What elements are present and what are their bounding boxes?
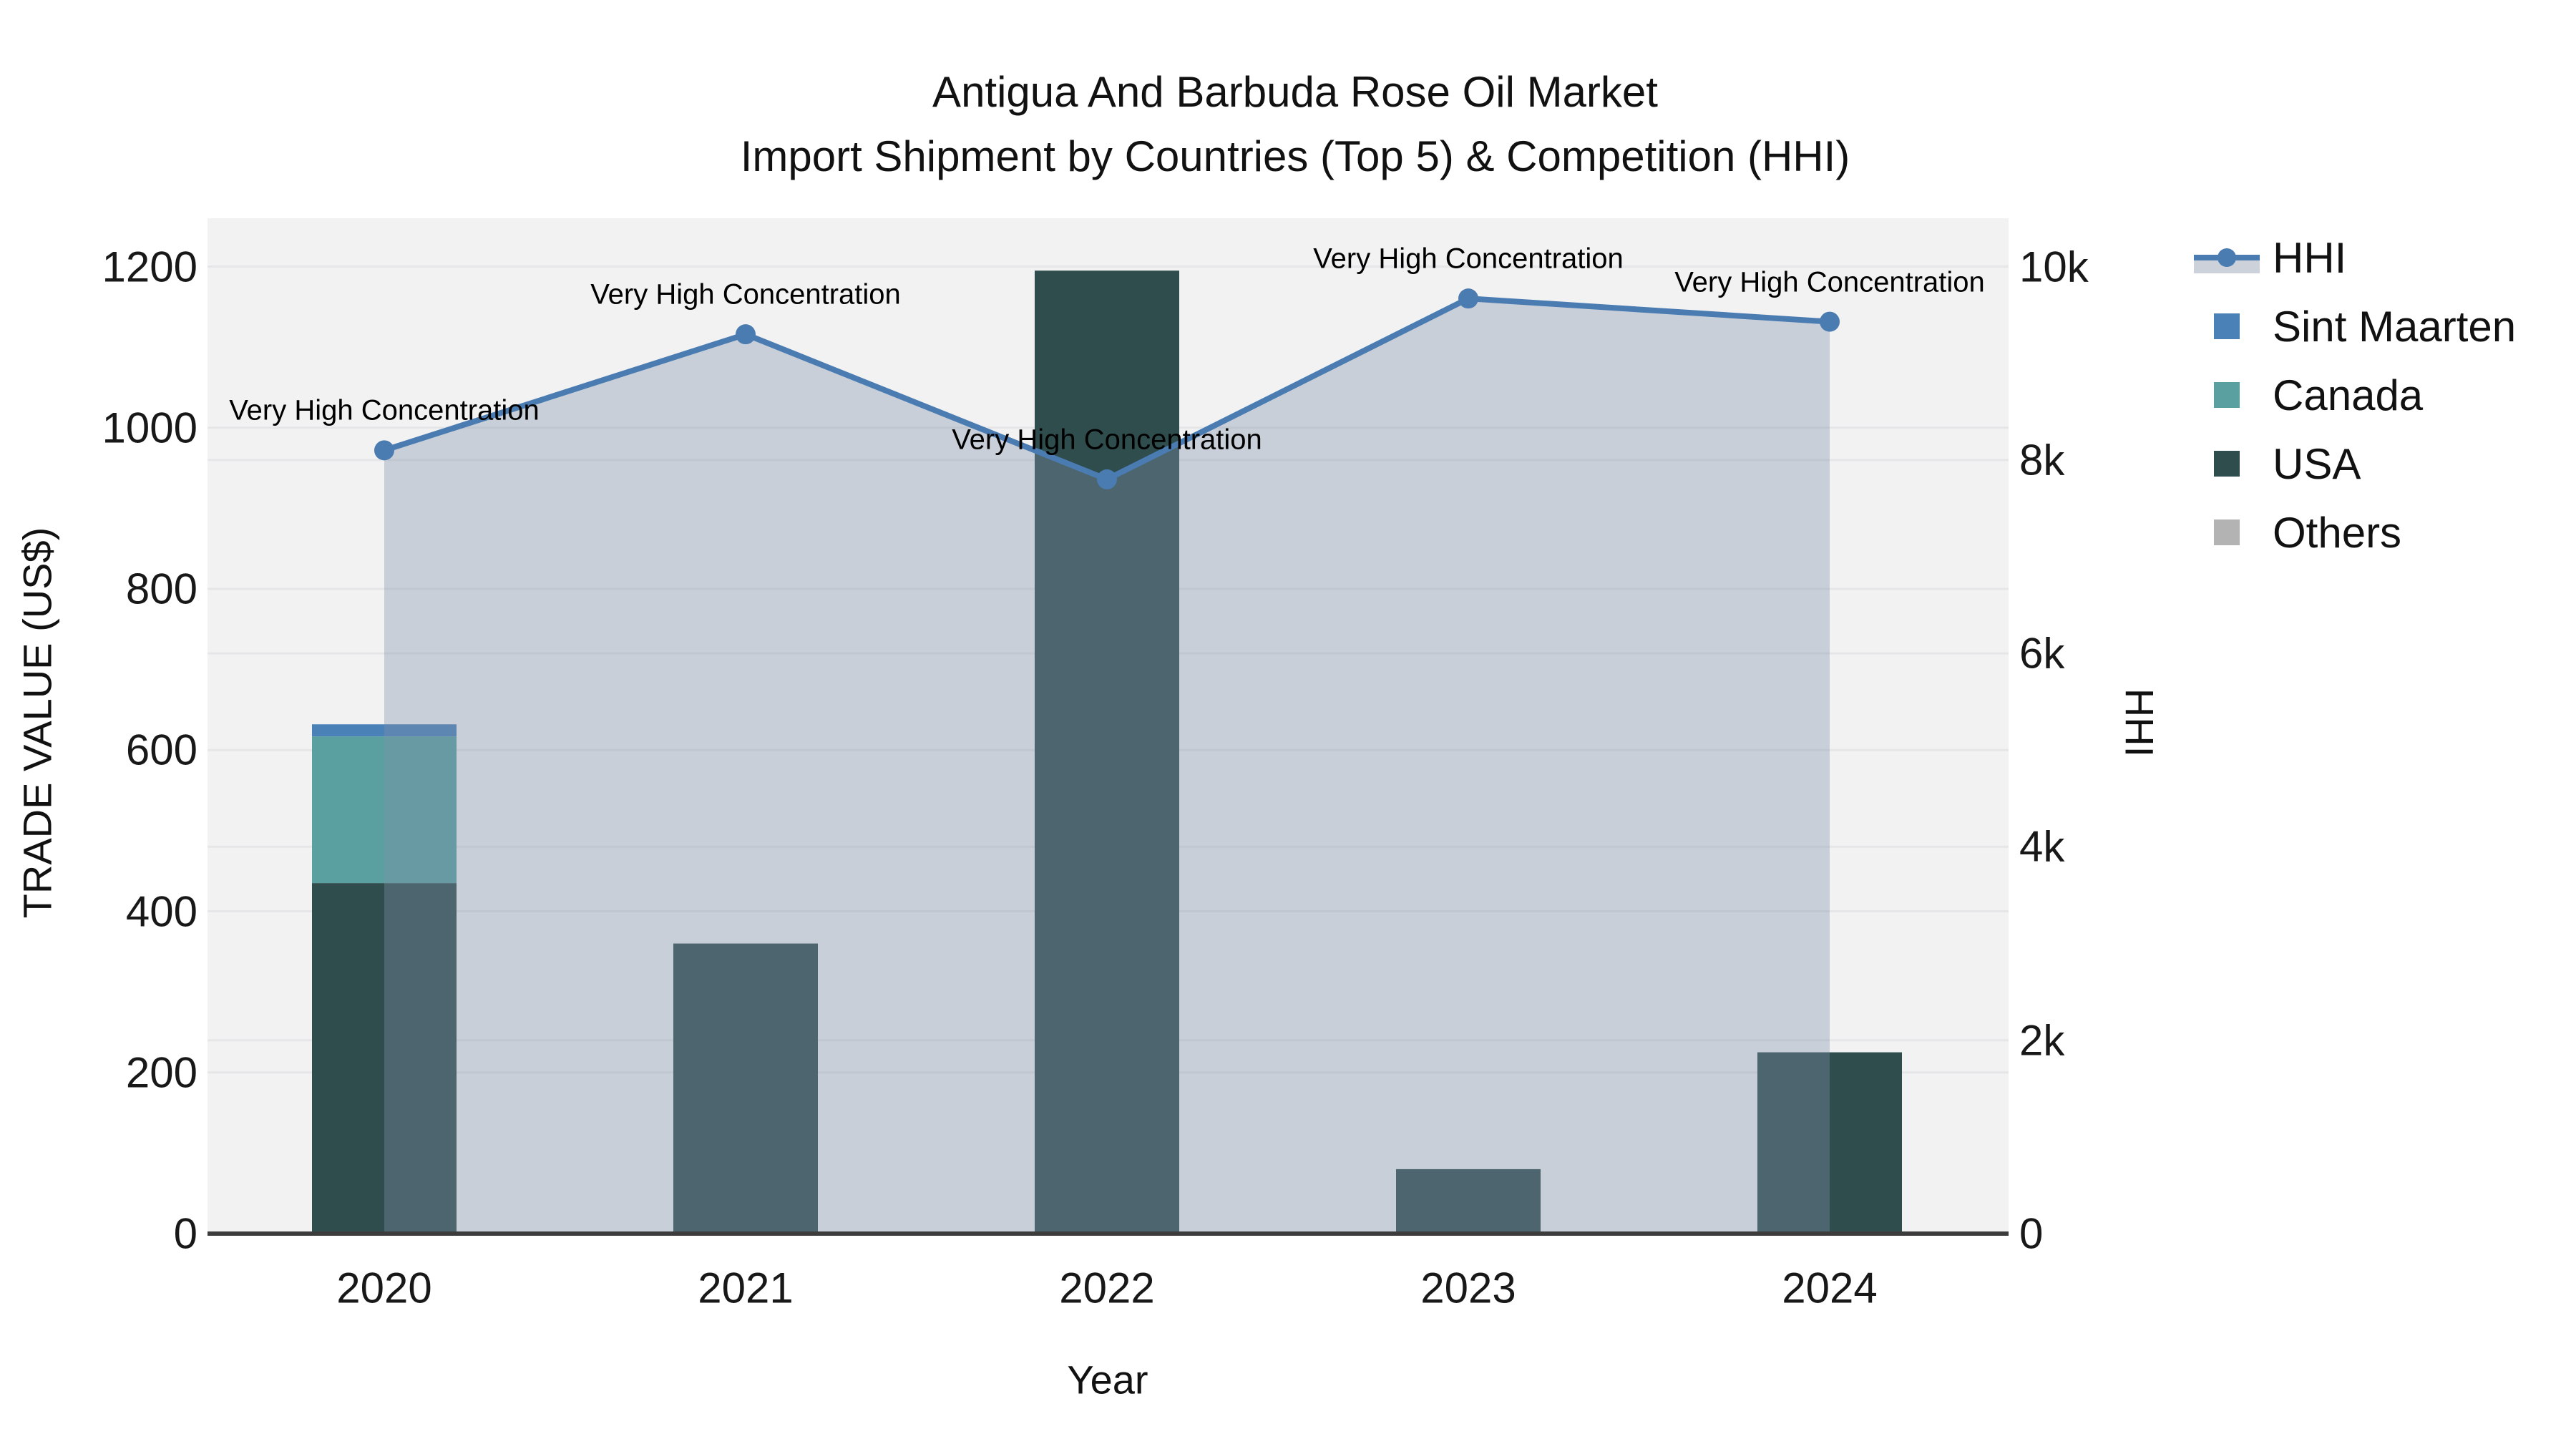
x-tick-label: 2023 (1420, 1264, 1516, 1312)
plot-area (208, 218, 2009, 1236)
legend-swatch (2194, 511, 2260, 554)
right-tick-label: 4k (2019, 822, 2065, 871)
annotation-label: Very High Concentration (1674, 266, 1985, 298)
hhi-marker (1820, 311, 1840, 332)
legend-item: Canada (2194, 371, 2516, 419)
chart-title-line1: Antigua And Barbuda Rose Oil Market (932, 68, 1658, 116)
bar-segment-usa (312, 883, 457, 1234)
chart-title: Antigua And Barbuda Rose Oil Market Impo… (0, 60, 2576, 189)
left-tick-label: 0 (173, 1209, 197, 1258)
hhi-marker (374, 440, 394, 461)
legend-label: Sint Maarten (2273, 302, 2517, 351)
legend-label: Others (2273, 508, 2402, 557)
chart-title-line2: Import Shipment by Countries (Top 5) & C… (740, 132, 1850, 180)
bar-segment-canada (312, 736, 457, 884)
legend-item: HHI (2194, 234, 2516, 282)
x-tick-label: 2022 (1059, 1264, 1155, 1312)
legend-label: USA (2273, 439, 2361, 488)
right-tick-label: 10k (2019, 243, 2089, 291)
left-tick-label: 1200 (102, 243, 197, 291)
legend-item: Others (2194, 508, 2516, 557)
bar-segment-sint-maarten (312, 724, 457, 737)
legend: HHI Sint Maarten Canada USA Others (2194, 234, 2517, 580)
left-tick-label: 800 (125, 565, 197, 613)
x-tick-label: 2024 (1782, 1264, 1878, 1312)
legend-line-sample (2194, 236, 2260, 279)
right-tick-label: 0 (2019, 1209, 2044, 1258)
x-tick-label: 2021 (698, 1264, 794, 1312)
hhi-marker (736, 324, 756, 345)
left-tick-label: 600 (125, 726, 197, 774)
right-tick-label: 6k (2019, 629, 2065, 678)
legend-item: Sint Maarten (2194, 302, 2517, 351)
legend-color-swatch (2214, 313, 2240, 339)
left-tick-label: 400 (125, 887, 197, 936)
legend-color-swatch (2214, 519, 2240, 545)
hhi-marker (1458, 288, 1478, 309)
x-tick-label: 2020 (336, 1264, 432, 1312)
left-tick-label: 200 (125, 1048, 197, 1097)
right-tick-label: 8k (2019, 436, 2065, 484)
legend-marker-icon (2218, 248, 2236, 267)
right-tick-label: 2k (2019, 1016, 2065, 1065)
legend-swatch (2194, 305, 2260, 348)
left-tick-label: 1000 (102, 404, 197, 452)
legend-label: HHI (2273, 233, 2347, 282)
bar-segment-usa (1396, 1169, 1541, 1234)
bar-segment-usa (1035, 270, 1179, 1234)
legend-color-swatch (2214, 451, 2240, 477)
annotation-label: Very High Concentration (590, 278, 901, 311)
legend-item: USA (2194, 440, 2516, 488)
annotation-label: Very High Concentration (1313, 243, 1624, 275)
chart-canvas (208, 265, 2009, 1236)
legend-swatch (2194, 442, 2260, 485)
bar-segment-usa (673, 943, 818, 1234)
hhi-marker (1097, 469, 1117, 489)
right-axis-title: HHI (2117, 688, 2162, 758)
hhi-area-fill (384, 298, 1830, 1234)
annotation-label: Very High Concentration (952, 424, 1262, 456)
annotation-label: Very High Concentration (229, 394, 540, 426)
bar-segment-usa (1757, 1052, 1902, 1234)
legend-swatch (2194, 374, 2260, 416)
x-axis-title: Year (1067, 1357, 1148, 1402)
legend-color-swatch (2214, 382, 2240, 408)
legend-label: Canada (2273, 371, 2424, 419)
left-axis-title: TRADE VALUE (US$) (14, 527, 60, 919)
